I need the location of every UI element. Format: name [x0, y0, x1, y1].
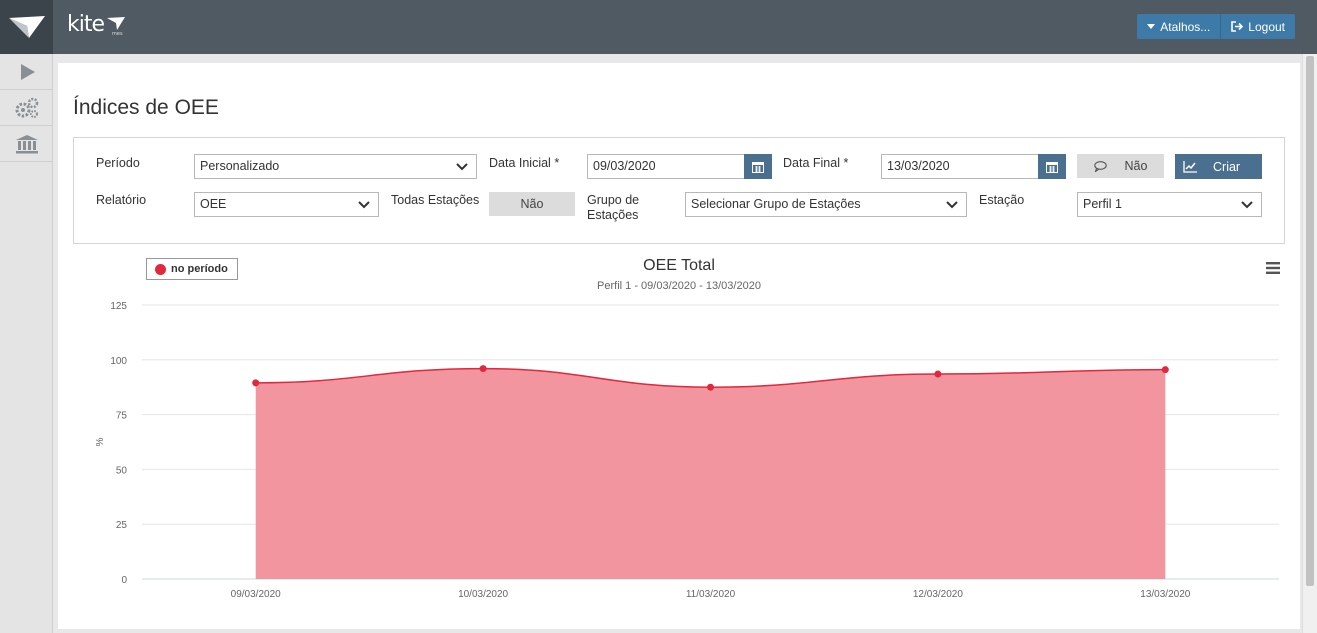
y-tick-label: 0 [121, 575, 127, 586]
data-inicial-label: Data Inicial * [489, 156, 559, 171]
y-axis-label: % [95, 437, 106, 446]
chart-menu-icon[interactable] [1266, 262, 1280, 274]
data-point [934, 370, 942, 378]
periodo-select[interactable]: Personalizado [194, 154, 477, 179]
grupo-label-line1: Grupo de [587, 193, 640, 207]
todas-estacoes-label: Todas Estações [391, 193, 480, 207]
x-tick-label: 12/03/2020 [913, 589, 963, 600]
data-inicial-label-text: Data Inicial [489, 156, 551, 170]
y-tick-label: 50 [116, 465, 128, 476]
x-tick-label: 11/03/2020 [686, 589, 736, 600]
grupo-estacoes-select[interactable]: Selecionar Grupo de Estações [685, 192, 967, 217]
logout-label: Logout [1248, 19, 1285, 34]
shortcuts-button[interactable]: Atalhos... [1137, 14, 1221, 39]
criar-button[interactable]: Criar [1175, 154, 1262, 179]
required-mark: * [843, 156, 849, 170]
chevron-down-icon [946, 201, 958, 209]
sidebar-item-play[interactable] [0, 54, 53, 90]
x-tick-label: 13/03/2020 [1140, 589, 1190, 600]
data-inicial-input[interactable]: 09/03/2020 [587, 154, 745, 179]
data-point [1161, 366, 1169, 374]
sidebar-item-settings[interactable] [0, 90, 53, 126]
main-panel: Índices de OEE Período Personalizado Dat… [58, 63, 1300, 629]
top-bar: kite mes Atalhos... Logout [0, 0, 1317, 54]
line-chart-icon [1183, 160, 1197, 173]
chart-subtitle: Perfil 1 - 09/03/2020 - 13/03/2020 [597, 280, 761, 292]
data-final-calendar-button[interactable] [1038, 154, 1066, 179]
x-tick-label: 10/03/2020 [458, 589, 508, 600]
logout-button[interactable]: Logout [1220, 14, 1295, 39]
oee-chart: 0 25 50 75 100 125% 09/03/2020 10/03/2020 11/03/… [73, 253, 1285, 613]
calendar-icon [1046, 161, 1058, 173]
filter-panel: Período Personalizado Data Inicial * 09/… [73, 137, 1285, 244]
caret-down-icon [1147, 23, 1156, 29]
comment-icon [1093, 160, 1107, 172]
series-area [255, 368, 1166, 579]
data-point [707, 383, 714, 391]
data-point [479, 365, 487, 373]
logout-icon [1231, 21, 1244, 32]
bank-icon [15, 134, 38, 153]
data-final-input[interactable]: 13/03/2020 [881, 154, 1039, 179]
page-title: Índices de OEE [73, 96, 219, 119]
calendar-icon [752, 161, 764, 173]
required-mark: * [554, 156, 560, 170]
brand-name: kite [67, 12, 105, 37]
data-inicial-value: 09/03/2020 [593, 159, 656, 173]
comment-toggle[interactable]: Não [1077, 154, 1164, 178]
scrollbar-thumb[interactable] [1306, 56, 1314, 586]
brand-sub: mes [112, 31, 123, 37]
grupo-estacoes-label: Grupo de Estações [587, 193, 639, 223]
data-final-value: 13/03/2020 [887, 159, 950, 173]
data-final-label-text: Data Final [783, 156, 840, 170]
sidebar [0, 54, 53, 633]
y-tick-label: 100 [110, 356, 127, 367]
app-logo[interactable] [0, 0, 53, 54]
todas-estacoes-toggle[interactable]: Não [489, 192, 575, 216]
chart-legend[interactable]: no período [146, 258, 238, 280]
chevron-down-icon [358, 201, 370, 209]
logo-icon [8, 16, 45, 38]
estacao-select[interactable]: Perfil 1 [1077, 192, 1262, 217]
gears-icon [15, 97, 38, 118]
criar-label: Criar [1213, 159, 1241, 174]
todas-estacoes-value: Não [520, 197, 544, 211]
brand-mark-icon [107, 17, 126, 30]
y-tick-label: 75 [116, 411, 128, 422]
chevron-down-icon [456, 163, 468, 171]
relatorio-label: Relatório [96, 193, 147, 207]
shortcuts-label: Atalhos... [1160, 19, 1211, 34]
brand-logo: kite mes [67, 12, 126, 37]
grupo-estacoes-value: Selecionar Grupo de Estações [691, 197, 861, 211]
estacao-value: Perfil 1 [1083, 197, 1122, 211]
y-tick-label: 25 [116, 520, 128, 531]
relatorio-value: OEE [200, 197, 227, 211]
estacao-label: Estação [979, 193, 1025, 207]
page-scrollbar[interactable] [1302, 54, 1317, 633]
chart-plot: 0 25 50 75 100 125% 09/03/2020 10/03/2020 11/03/… [95, 301, 1279, 600]
legend-marker [155, 263, 166, 275]
y-tick-label: 125 [110, 301, 127, 312]
comment-toggle-label: Não [1124, 159, 1148, 173]
legend-label: no período [171, 263, 228, 275]
relatorio-select[interactable]: OEE [194, 192, 379, 217]
sidebar-item-bank[interactable] [0, 126, 53, 162]
grupo-label-line2: Estações [587, 208, 639, 222]
data-final-label: Data Final * [783, 156, 848, 171]
play-icon [20, 63, 35, 80]
data-point [252, 379, 260, 387]
x-tick-label: 09/03/2020 [231, 589, 281, 600]
periodo-label: Período [96, 156, 140, 170]
data-inicial-calendar-button[interactable] [744, 154, 772, 179]
chart-title: OEE Total [643, 257, 715, 274]
periodo-value: Personalizado [200, 159, 280, 173]
chevron-down-icon [1241, 201, 1253, 209]
